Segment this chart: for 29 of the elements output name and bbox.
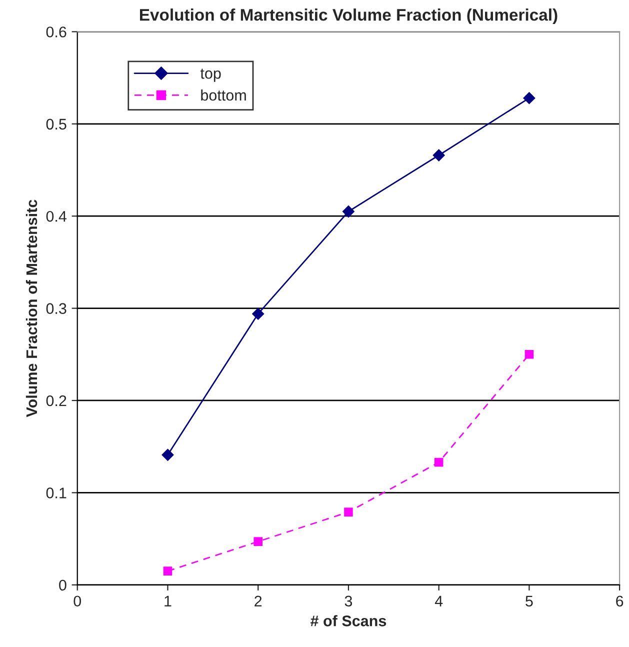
x-tick-label: 3: [344, 596, 352, 607]
point: [522, 92, 536, 104]
x-tick-label: 2: [254, 596, 262, 606]
y-tick-label: 0.6: [46, 26, 66, 38]
y-tick-label: 0.2: [46, 395, 66, 406]
point: [162, 448, 174, 462]
x-axis-title: # of Scans: [310, 615, 386, 626]
y-tick-label: 0.4: [46, 210, 67, 222]
point: [252, 308, 264, 320]
point: [342, 205, 355, 218]
y-axis-title: Volume Fraction of Martensitc: [26, 200, 38, 418]
point: [163, 566, 172, 576]
point: [254, 537, 262, 546]
x-tick-label: 4: [434, 596, 443, 606]
chart-title: Evolution of Martensitic Volume Fraction (Numerical): [140, 8, 558, 24]
legend-label: top: [200, 68, 221, 82]
x-tick-label: 0: [74, 596, 82, 607]
x-tick-label: 1: [164, 596, 172, 606]
point: [524, 350, 534, 359]
y-tick-label: 0.5: [46, 118, 66, 130]
x-tick-label: 5: [526, 596, 533, 607]
y-tick-label: 0.3: [46, 303, 66, 314]
y-tick-label: 0: [59, 580, 66, 591]
point: [432, 149, 446, 162]
x-tick-label: 6: [616, 596, 624, 607]
point: [434, 458, 444, 467]
legend-label: bottom: [201, 89, 246, 101]
y-tick-label: 0.1: [46, 488, 66, 498]
point: [344, 508, 353, 516]
